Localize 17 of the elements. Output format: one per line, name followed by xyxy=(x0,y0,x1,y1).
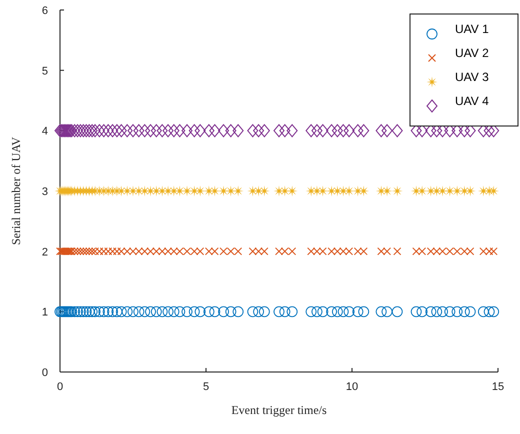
y-tick-label: 6 xyxy=(42,5,48,17)
y-axis-title: Serial number of UAV xyxy=(9,136,23,246)
y-tick-label: 5 xyxy=(42,65,48,78)
x-tick-label: 15 xyxy=(492,381,504,393)
y-tick-label: 0 xyxy=(42,367,48,379)
y-tick-label: 1 xyxy=(42,306,48,319)
y-tick-label: 2 xyxy=(42,246,48,258)
x-tick-label: 10 xyxy=(346,381,358,393)
legend-label: UAV 3 xyxy=(455,70,490,84)
legend-label: UAV 2 xyxy=(455,46,490,60)
y-tick-label: 4 xyxy=(42,126,48,138)
legend-label: UAV 1 xyxy=(455,22,490,36)
x-tick-label: 5 xyxy=(202,381,210,393)
y-tick-label: 3 xyxy=(42,186,48,198)
x-tick-label: 0 xyxy=(56,381,64,393)
legend-label: UAV 4 xyxy=(455,94,490,108)
x-axis-title: Event trigger time/s xyxy=(231,403,327,417)
